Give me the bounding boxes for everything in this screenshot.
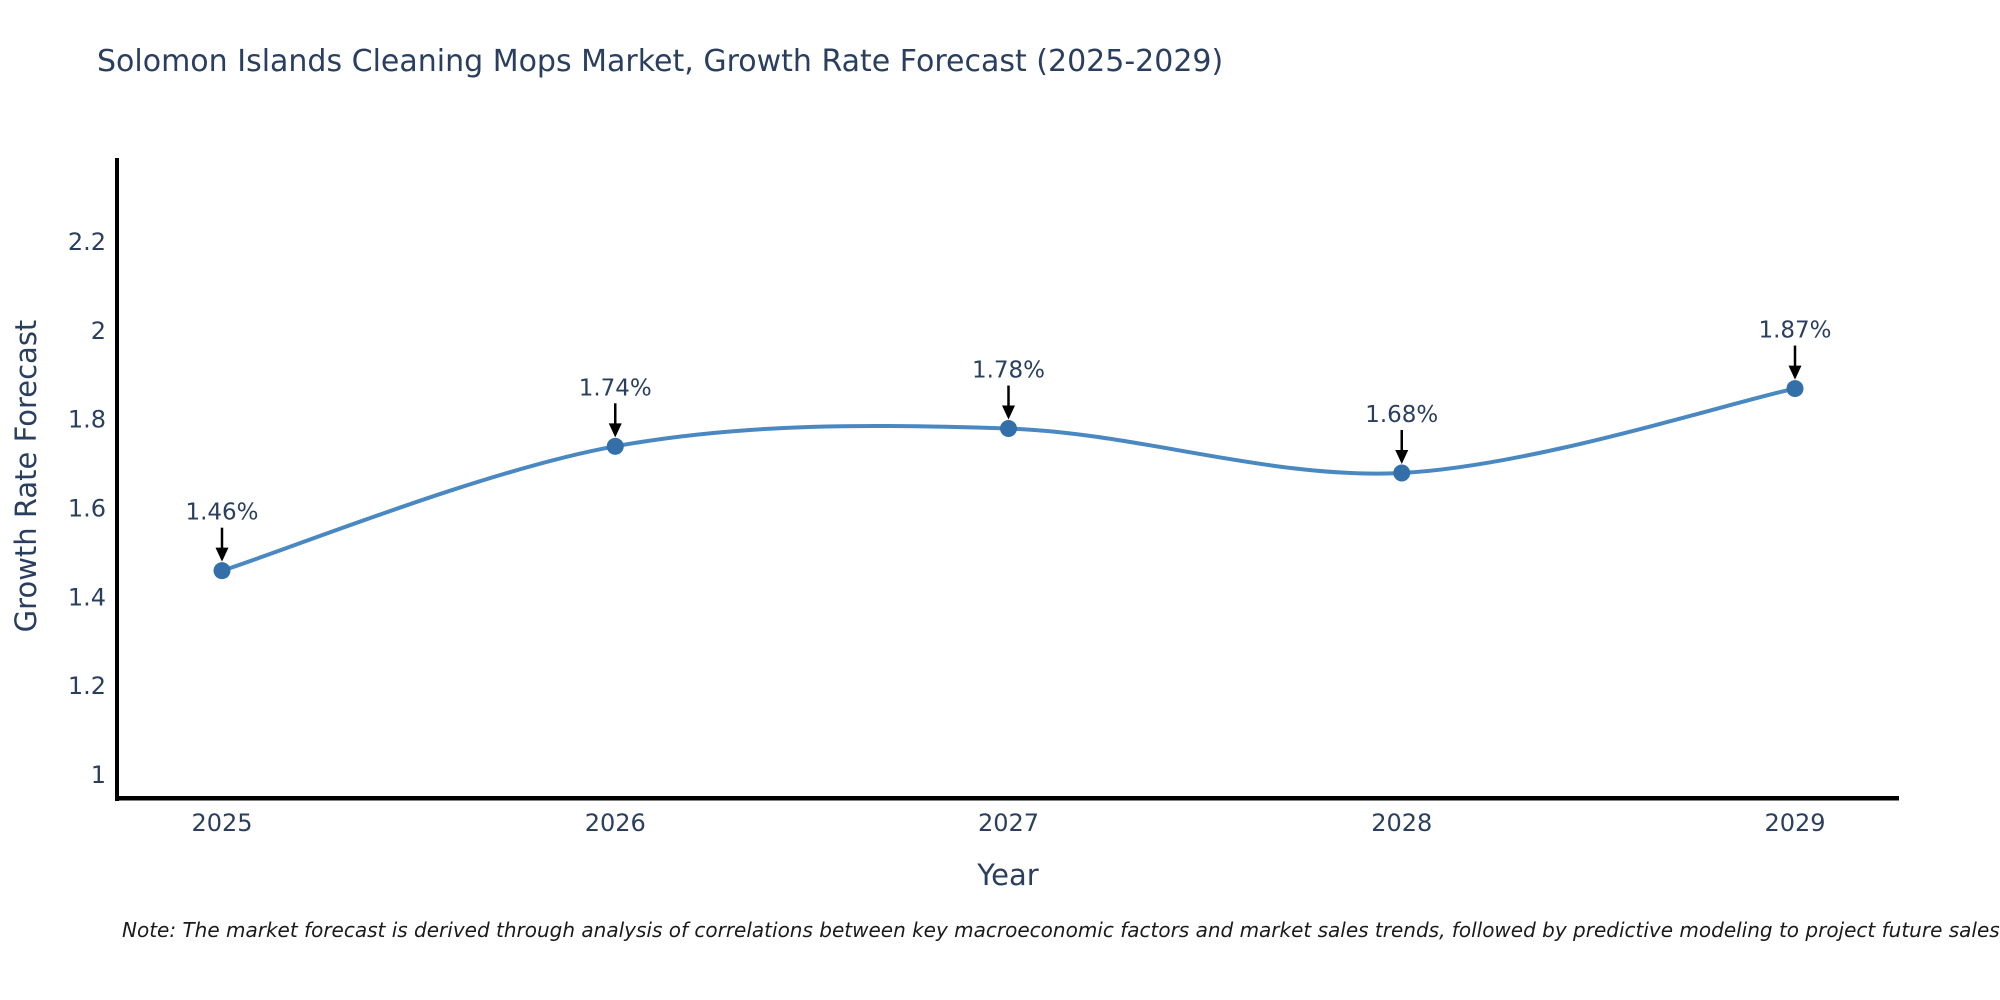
data-point-marker-2026 [606,437,624,455]
y-tick-label-1.8: 1.8 [68,406,106,434]
data-point-marker-2028 [1393,464,1411,482]
data-point-marker-2029 [1786,380,1804,398]
data-point-marker-2027 [1000,420,1017,438]
data-point-marker-2025 [213,562,231,580]
y-tick-label-1.4: 1.4 [68,583,106,611]
annotation-arrowhead-2025 [215,547,229,562]
annotation-arrowhead-2026 [608,423,622,438]
annotation-arrowhead-2029 [1788,365,1802,380]
y-tick-label-1.2: 1.2 [68,672,106,700]
annotation-label-2029: 1.87% [1758,318,1831,344]
x-tick-label-2026: 2026 [585,809,646,837]
x-tick-label-2025: 2025 [191,809,252,837]
annotation-arrowhead-2028 [1395,449,1409,464]
footnote: Note: The market forecast is derived thr… [122,918,2000,942]
chart-title: Solomon Islands Cleaning Mops Market, Gr… [97,44,1224,79]
y-tick-label-1: 1 [91,761,106,789]
x-tick-label-2029: 2029 [1764,809,1825,837]
y-axis-spine [115,158,119,801]
y-tick-label-1.6: 1.6 [68,494,106,522]
x-axis-spine [115,796,1899,801]
x-tick-label-2028: 2028 [1371,809,1432,837]
x-axis-title: Year [977,858,1039,892]
annotation-label-2025: 1.46% [185,500,258,526]
y-tick-label-2.2: 2.2 [68,228,106,256]
annotation-label-2028: 1.68% [1365,402,1438,428]
annotation-label-2027: 1.78% [972,358,1045,384]
x-tick-label-2027: 2027 [978,809,1039,837]
annotation-label-2026: 1.74% [579,375,652,401]
y-tick-label-2: 2 [91,317,106,345]
annotation-arrowhead-2027 [1002,405,1015,420]
